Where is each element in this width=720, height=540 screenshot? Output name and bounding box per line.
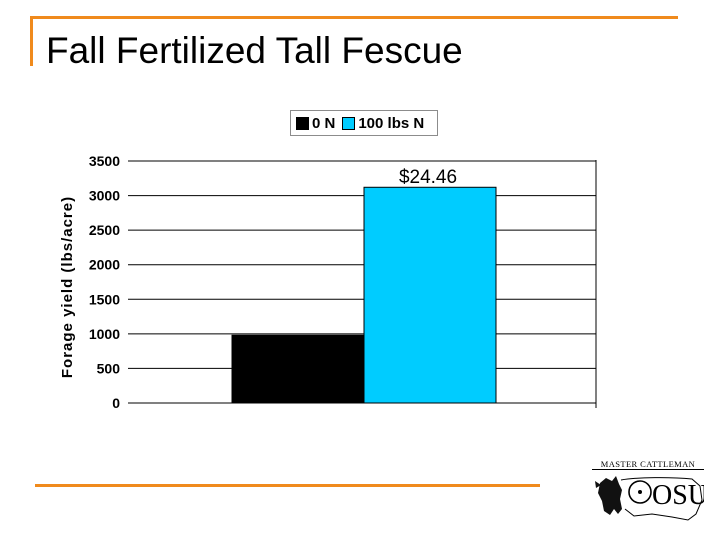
legend-item-0n: 0 N bbox=[296, 115, 335, 132]
slide-title: Fall Fertilized Tall Fescue bbox=[46, 30, 463, 71]
y-tick-label: 2500 bbox=[89, 222, 120, 238]
legend-label-0n: 0 N bbox=[312, 114, 336, 132]
y-tick-label: 0 bbox=[112, 395, 120, 411]
cattle-logo-icon: OSU bbox=[595, 476, 704, 521]
osu-master-cattleman-logo: MASTER CATTLEMAN OSU bbox=[592, 459, 704, 531]
y-tick-label: 3000 bbox=[89, 188, 120, 204]
top-accent-rule bbox=[30, 16, 678, 19]
left-accent-rule bbox=[30, 16, 33, 66]
legend-swatch-0n bbox=[296, 116, 309, 130]
bar-100-lbs-n bbox=[363, 186, 497, 404]
logo-text: MASTER CATTLEMAN bbox=[592, 459, 704, 470]
bars bbox=[231, 186, 497, 404]
y-tick-labels: 0 500 1000 1500 2000 2500 3000 3500 bbox=[89, 153, 120, 411]
y-tick-label: 3500 bbox=[89, 153, 120, 169]
y-tick-label: 1500 bbox=[89, 291, 120, 307]
y-tick-label: 2000 bbox=[89, 257, 120, 273]
legend-item-100n: 100 lbs N bbox=[342, 115, 424, 132]
y-tick-label: 500 bbox=[97, 360, 121, 376]
legend-label-100n: 100 lbs N bbox=[358, 114, 425, 132]
bar-annotation-label: $24.46 bbox=[399, 167, 457, 188]
bar-0-n bbox=[231, 334, 365, 404]
bottom-accent-rule bbox=[35, 484, 540, 487]
y-axis-label: Forage yield (lbs/acre) bbox=[59, 196, 76, 378]
chart-legend: 0 N 100 lbs N bbox=[290, 110, 438, 136]
logo-mark-text: OSU bbox=[652, 480, 704, 511]
y-tick-label: 1000 bbox=[89, 326, 120, 342]
legend-swatch-100n bbox=[342, 116, 356, 130]
